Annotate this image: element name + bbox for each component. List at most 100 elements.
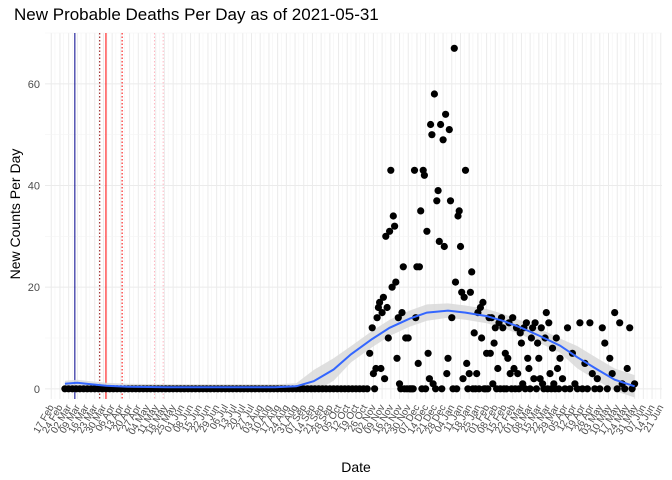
data-point [494, 364, 502, 373]
data-point [552, 334, 560, 342]
data-point [377, 364, 385, 373]
y-tick-label: 20 [28, 282, 40, 294]
data-point [453, 385, 461, 393]
data-point [373, 314, 381, 322]
data-point [463, 359, 471, 367]
data-point [475, 385, 483, 393]
data-point [621, 385, 629, 393]
data-point [510, 364, 518, 373]
data-point [613, 385, 621, 393]
data-point [608, 370, 616, 378]
data-point [437, 120, 445, 129]
data-point [499, 324, 507, 332]
data-point [384, 334, 392, 342]
y-axis-title: New Counts Per Day [7, 149, 23, 280]
data-point [415, 263, 423, 271]
data-point [534, 339, 542, 347]
data-point [563, 324, 572, 332]
data-point [588, 370, 596, 378]
data-point [542, 309, 550, 317]
data-point [611, 309, 619, 317]
data-point [363, 385, 371, 393]
data-point [546, 370, 554, 378]
data-point [535, 354, 543, 362]
x-axis-title: Date [341, 459, 371, 475]
data-point [623, 364, 631, 373]
data-point [398, 309, 406, 317]
data-point [442, 110, 450, 118]
data-point [517, 339, 526, 347]
data-point [430, 90, 438, 98]
smooth-line [64, 309, 635, 389]
data-point [393, 354, 401, 362]
data-point [451, 278, 460, 286]
data-point [606, 354, 614, 362]
data-point [425, 375, 433, 383]
data-point [432, 385, 440, 393]
data-point [461, 166, 470, 174]
data-point [427, 120, 435, 129]
y-tick-label: 60 [28, 79, 40, 91]
data-point [410, 166, 419, 174]
data-point [386, 227, 394, 235]
data-point [381, 375, 389, 383]
data-point [434, 187, 442, 195]
data-point [391, 222, 399, 230]
data-point [537, 324, 545, 332]
data-point [404, 334, 412, 342]
data-point [489, 380, 497, 388]
data-point [526, 385, 534, 393]
data-point [626, 324, 634, 332]
data-point [545, 319, 553, 327]
data-point [460, 293, 468, 301]
data-point [616, 319, 624, 327]
data-point [399, 263, 407, 271]
data-point [445, 126, 453, 134]
data-point [527, 334, 536, 342]
data-point [586, 319, 594, 327]
data-point [516, 329, 524, 337]
data-point [466, 288, 474, 296]
data-point [596, 385, 604, 393]
data-point [366, 349, 374, 357]
data-point [450, 44, 458, 52]
data-point [484, 385, 492, 393]
data-point [379, 293, 387, 301]
data-point [555, 385, 563, 393]
data-point [388, 283, 396, 291]
data-point [515, 385, 523, 393]
data-point [530, 375, 538, 383]
data-point [378, 309, 386, 317]
data-point [409, 385, 417, 393]
data-point [392, 278, 400, 286]
data-point [591, 385, 599, 393]
data-point [376, 298, 384, 306]
data-point [371, 385, 379, 393]
data-point [522, 319, 531, 327]
data-point [424, 349, 432, 357]
data-point [422, 385, 430, 393]
data-point [383, 303, 391, 312]
data-point [368, 324, 376, 332]
data-point [490, 339, 498, 347]
data-point [444, 354, 452, 362]
data-point [573, 385, 582, 393]
data-point [506, 370, 514, 378]
data-point [455, 207, 463, 215]
data-point [459, 375, 467, 383]
data-point [601, 339, 609, 347]
data-point [389, 212, 397, 220]
chart-title: New Probable Deaths Per Day as of 2021-0… [14, 5, 379, 24]
y-tick-label: 40 [28, 181, 40, 193]
data-point [556, 354, 564, 362]
data-point [417, 207, 425, 215]
confidence-ribbon [64, 303, 635, 398]
data-point [465, 370, 473, 378]
data-points [61, 44, 639, 393]
data-point [578, 385, 587, 393]
data-point [440, 242, 448, 251]
data-point [468, 268, 476, 276]
y-tick-label: 0 [34, 384, 40, 396]
